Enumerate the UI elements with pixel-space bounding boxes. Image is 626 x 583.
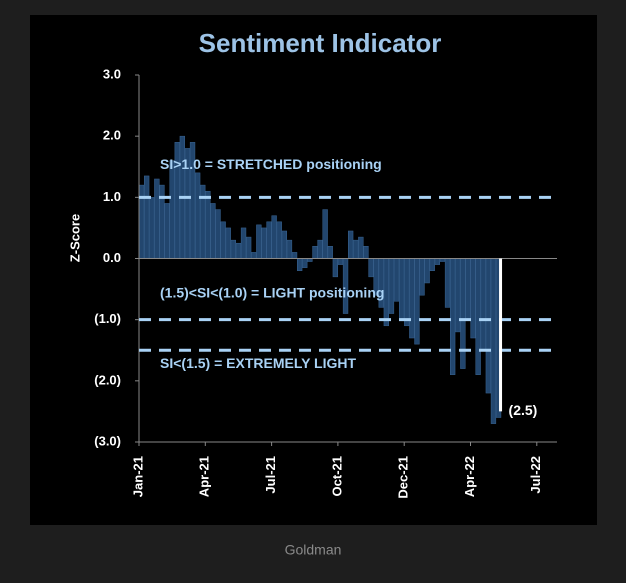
y-tick-label: 2.0 (103, 128, 121, 143)
bar (246, 236, 252, 259)
y-tick-label: 0.0 (103, 250, 121, 265)
bar (399, 258, 405, 320)
bar (337, 258, 344, 265)
y-tick-label: (1.0) (94, 311, 121, 326)
bar (470, 258, 476, 339)
bar (383, 258, 390, 327)
bar (450, 258, 456, 375)
bar (164, 203, 170, 259)
bar (256, 224, 262, 259)
bar (195, 172, 201, 259)
bar (225, 227, 231, 259)
bar (419, 258, 425, 296)
bar (393, 258, 400, 302)
bar (490, 258, 497, 424)
bar (460, 258, 466, 369)
bar (317, 239, 323, 259)
bar (368, 258, 374, 278)
bar (480, 258, 486, 351)
bar (424, 258, 430, 284)
bar (332, 258, 339, 278)
bar (322, 209, 328, 259)
bar (358, 236, 364, 259)
x-tick-label: Jul-21 (263, 456, 278, 494)
bar (429, 258, 435, 271)
bar (291, 252, 298, 259)
bar (276, 221, 282, 259)
bar (312, 246, 318, 259)
x-tick-label: Oct-21 (329, 456, 344, 496)
reference-label: SI<(1.5) = EXTREMELY LIGHT (160, 355, 357, 371)
bar (240, 227, 247, 259)
bar (388, 258, 395, 314)
y-tick-label: 3.0 (103, 66, 121, 81)
y-axis-title: Z-Score (67, 214, 82, 262)
bar (485, 258, 492, 394)
bar (434, 258, 441, 265)
bar (281, 230, 288, 259)
x-tick-label: Jul-22 (528, 456, 543, 494)
reference-label: SI>1.0 = STRETCHED positioning (160, 156, 382, 172)
bar (414, 258, 420, 345)
bar (215, 209, 221, 259)
bar (261, 227, 267, 259)
chart-panel (30, 15, 597, 525)
bar (205, 190, 211, 259)
reference-label: (1.5)<SI<(1.0) = LIGHT positioning (160, 284, 384, 300)
bar (465, 258, 471, 320)
bar (348, 230, 354, 259)
bar (144, 175, 150, 259)
y-tick-label: (2.0) (94, 372, 121, 387)
bar (149, 197, 155, 259)
bar (169, 160, 175, 259)
x-tick-label: Jan-21 (130, 456, 145, 497)
bar (210, 203, 216, 259)
bar (475, 258, 481, 375)
bar (220, 221, 226, 259)
bar (235, 242, 242, 259)
bar (363, 246, 369, 259)
bar (230, 239, 236, 259)
latest-label: (2.5) (509, 402, 538, 418)
bar (251, 252, 257, 259)
source-caption: Goldman (285, 542, 342, 558)
bar (266, 221, 272, 259)
bar (327, 246, 333, 259)
bar (409, 258, 415, 339)
bar (353, 239, 359, 259)
x-tick-label: Apr-21 (197, 456, 212, 497)
y-tick-label: (3.0) (94, 433, 121, 448)
chart-title: Sentiment Indicator (199, 28, 442, 58)
y-tick-label: 1.0 (103, 189, 121, 204)
bar (404, 258, 410, 327)
x-tick-label: Dec-21 (396, 456, 411, 499)
bar (302, 258, 308, 268)
bar (444, 258, 451, 308)
x-tick-label: Apr-22 (462, 456, 477, 497)
bar (286, 239, 293, 259)
bar (271, 215, 277, 259)
bar (297, 258, 303, 271)
bar (154, 178, 160, 259)
